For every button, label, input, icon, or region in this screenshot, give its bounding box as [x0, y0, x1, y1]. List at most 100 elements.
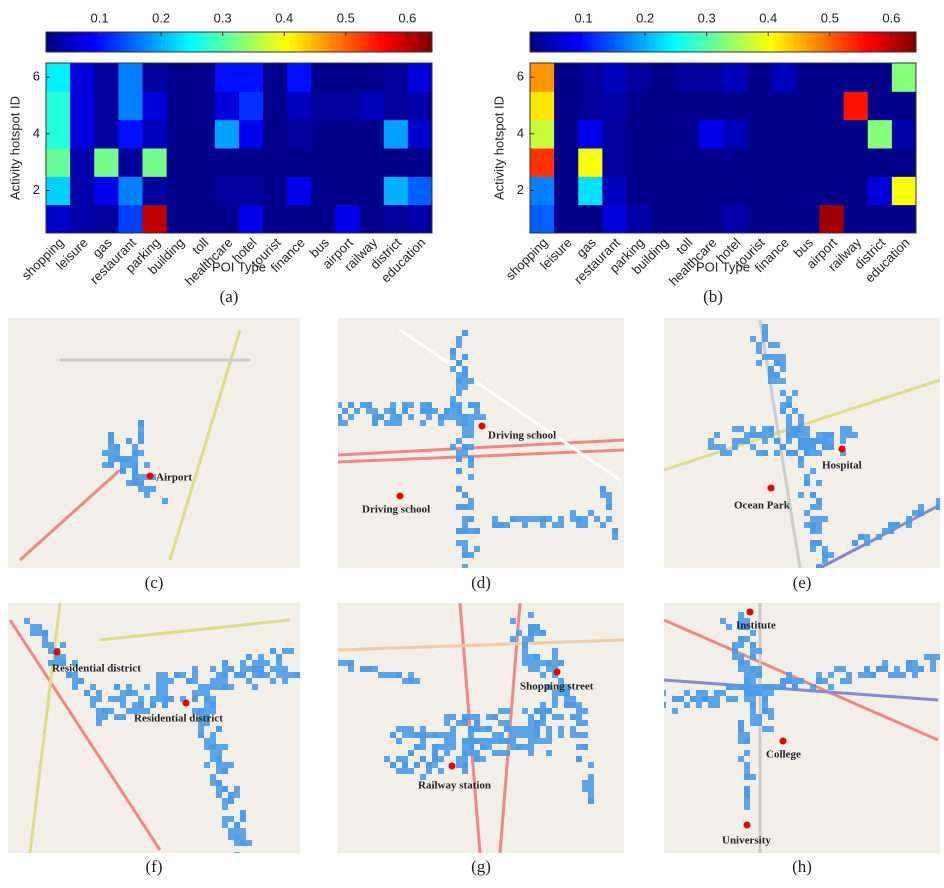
poi-label: Institute [736, 620, 776, 632]
activity-cell [378, 414, 384, 420]
heat-cell [820, 63, 845, 92]
colorbar-swatch [191, 32, 195, 52]
activity-cell [588, 774, 594, 780]
activity-cell [540, 630, 546, 636]
activity-cell [888, 528, 894, 534]
activity-cell [240, 672, 246, 678]
heat-cell [215, 176, 240, 205]
activity-cell [744, 432, 750, 438]
poi-label: Driving school [362, 504, 430, 516]
colorbar-swatch [746, 32, 750, 52]
activity-cell [528, 720, 534, 726]
activity-cell [558, 522, 564, 528]
heat-cell [844, 205, 869, 234]
colorbar-swatch [823, 32, 827, 52]
activity-cell [786, 678, 792, 684]
heat-cell [868, 176, 893, 205]
activity-cell [90, 696, 96, 702]
activity-cell [672, 708, 678, 714]
activity-cell [408, 768, 414, 774]
heat-cell [892, 91, 917, 120]
caption: (d) [471, 573, 491, 592]
activity-cell [156, 696, 162, 702]
activity-cell [900, 672, 906, 678]
activity-cell [768, 714, 774, 720]
activity-cell [780, 390, 786, 396]
activity-cell [408, 732, 414, 738]
activity-cell [612, 534, 618, 540]
heat-cell [263, 120, 288, 149]
activity-cell [372, 414, 378, 420]
colorbar-swatch [197, 32, 201, 52]
activity-cell [792, 432, 798, 438]
heat-cell [699, 91, 724, 120]
activity-cell [816, 450, 822, 456]
heat-cell [844, 176, 869, 205]
activity-cell [462, 768, 468, 774]
heat-cell [384, 148, 409, 177]
colorbar-swatch [400, 32, 404, 52]
activity-cell [822, 546, 828, 552]
colorbar-tick-label: 0.5 [337, 10, 355, 25]
activity-cell [156, 672, 162, 678]
activity-cell [138, 438, 144, 444]
heat-cell [892, 148, 917, 177]
heat-cell [360, 63, 385, 92]
colorbar-swatch [813, 32, 817, 52]
activity-cell [816, 516, 822, 522]
activity-cell [786, 414, 792, 420]
activity-cell [474, 414, 480, 420]
colorbar-swatch [307, 32, 311, 52]
activity-cell [366, 402, 372, 408]
poi-label: Railway station [418, 780, 491, 792]
colorbar-swatch [762, 32, 766, 52]
activity-cell [810, 540, 816, 546]
colorbar-swatch [591, 32, 595, 52]
heat-cell [239, 176, 264, 205]
activity-cell [450, 732, 456, 738]
colorbar-swatch [832, 32, 836, 52]
activity-cell [468, 426, 474, 432]
activity-cell [138, 474, 144, 480]
activity-cell [132, 456, 138, 462]
heat-cell [868, 63, 893, 92]
activity-cell [336, 660, 342, 666]
heat-cell [70, 205, 95, 234]
activity-cell [444, 414, 450, 420]
activity-cell [216, 792, 222, 798]
activity-cell [786, 432, 792, 438]
activity-cell [750, 642, 756, 648]
activity-cell [336, 402, 342, 408]
activity-cell [756, 720, 762, 726]
activity-cell [414, 744, 420, 750]
activity-cell [768, 366, 774, 372]
x-axis-label: POI Type [212, 259, 266, 274]
activity-cell [462, 366, 468, 372]
colorbar-swatch [607, 32, 611, 52]
activity-cell [534, 732, 540, 738]
colorbar-swatch [358, 32, 362, 52]
heat-cell [771, 176, 796, 205]
activity-cell [792, 408, 798, 414]
activity-cell [216, 672, 222, 678]
activity-cell [690, 696, 696, 702]
activity-cell [540, 522, 546, 528]
activity-cell [750, 684, 756, 690]
activity-cell [408, 750, 414, 756]
activity-cell [714, 690, 720, 696]
activity-cell [504, 708, 510, 714]
activity-cell [414, 762, 420, 768]
heat-cell [311, 148, 336, 177]
heat-cell [892, 63, 917, 92]
activity-cell [528, 744, 534, 750]
poi-dot [839, 446, 846, 453]
colorbar-swatch [316, 32, 320, 52]
activity-cell [264, 672, 270, 678]
activity-cell [762, 336, 768, 342]
colorbar-swatch [739, 32, 743, 52]
map-background [8, 603, 300, 853]
activity-cell [114, 450, 120, 456]
activity-cell [726, 450, 732, 456]
caption: (b) [703, 287, 723, 306]
activity-cell [576, 714, 582, 720]
